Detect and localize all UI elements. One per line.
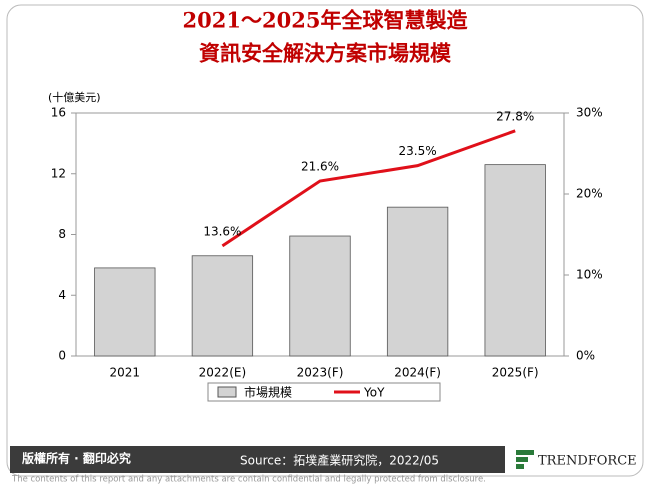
disclaimer: The contents of this report and any atta… (11, 475, 486, 485)
logo-bar (516, 457, 528, 462)
footer-band (10, 446, 505, 473)
y2-tick-label: 0% (576, 349, 595, 363)
y2-tick-label: 10% (576, 268, 603, 282)
x-tick-label: 2024(F) (394, 366, 441, 380)
bar (191, 255, 254, 357)
logo-bar (516, 464, 524, 469)
bar (484, 164, 546, 357)
data-label: 27.8% (496, 109, 534, 123)
footer-rights: 版權所有 · 翻印必究 (22, 451, 131, 466)
y-tick-label: 0 (58, 349, 66, 363)
x-tick-label: 2022(E) (199, 366, 246, 380)
bar (386, 206, 449, 357)
legend-label: 市場規模 (244, 385, 292, 400)
bar (289, 235, 351, 357)
y-tick-label: 12 (51, 166, 66, 180)
y-tick-label: 16 (51, 106, 66, 120)
line (221, 129, 516, 248)
chart-subtitle: 資訊安全解決方案市場規模 (199, 41, 452, 66)
y2-tick-label: 20% (576, 187, 603, 201)
bar (94, 267, 156, 357)
footer-source: Source：拓墣產業研究院，2022/05 (240, 453, 439, 468)
brand-logo (516, 450, 534, 469)
x-tick-label: 2023(F) (297, 366, 344, 380)
y2-tick-label: 30% (576, 106, 603, 120)
legend: 市場規模 YoY (207, 382, 441, 402)
legend-label: YoY (363, 386, 385, 400)
data-label: 13.6% (203, 224, 241, 238)
x-tick-label: 2021 (110, 366, 141, 380)
data-label: 21.6% (301, 160, 339, 174)
chart-title: 2021～2025年全球智慧製造 (183, 8, 469, 33)
y-tick-label: 8 (58, 227, 66, 241)
logo-bar (516, 450, 534, 455)
x-tick-label: 2025(F) (492, 366, 539, 380)
y-tick-label: 4 (58, 288, 66, 302)
brand: TRENDFORCE (538, 454, 637, 469)
data-label: 23.5% (399, 144, 437, 158)
y-axis-label: (十億美元) (48, 90, 101, 104)
legend-box (207, 382, 441, 402)
legend-swatch (217, 386, 237, 398)
